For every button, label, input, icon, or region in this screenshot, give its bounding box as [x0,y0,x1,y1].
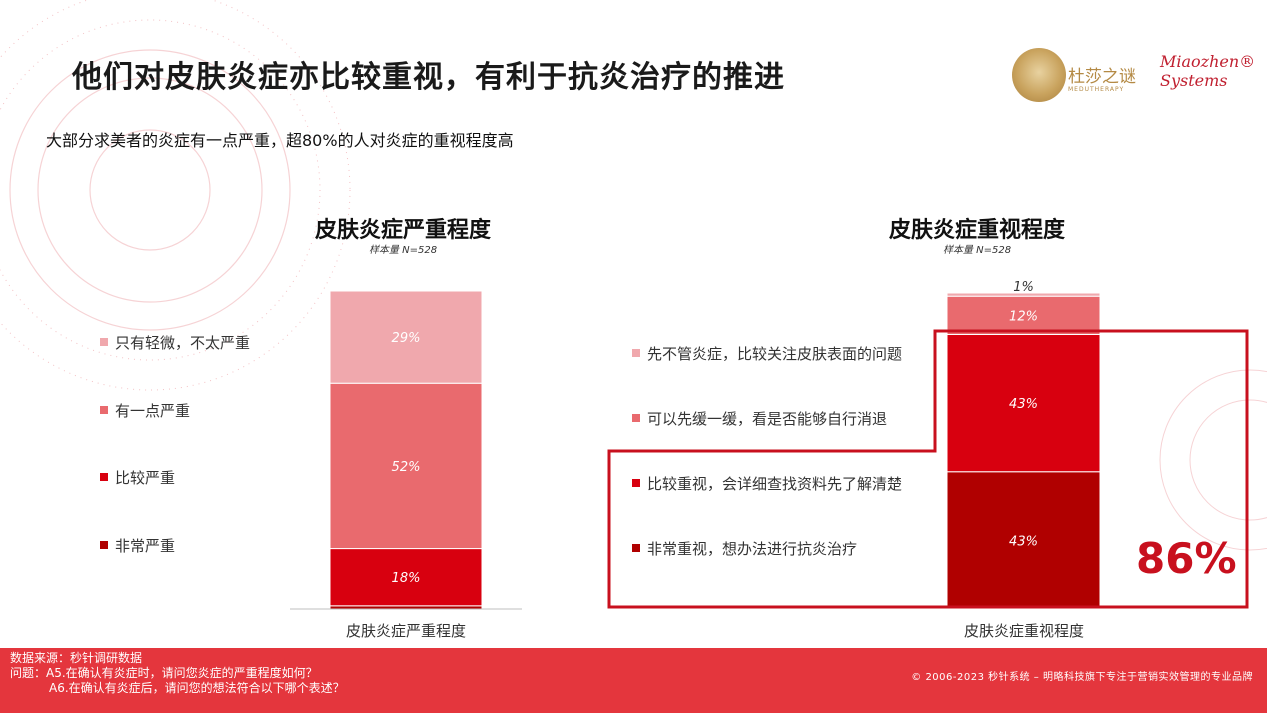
legend-swatch [632,544,640,552]
logo-en-line2: Systems [1160,71,1228,90]
footer-source: 数据来源：秒针调研数据 问题：A5.在确认有炎症时，请问您炎症的严重程度如何？ … [10,651,345,696]
chart2-title: 皮肤炎症重视程度 [888,218,1065,243]
chart1-bar-segment-3 [329,290,483,384]
legend-item-treat: 非常重视，想办法进行抗炎治疗 [632,538,857,559]
chart2-bar-segment-1 [946,333,1101,473]
chart2-data-label-2: 12% [1009,309,1038,324]
legend-item-very: 非常严重 [100,535,175,556]
chart2-data-label-0: 43% [1009,534,1038,549]
legend-swatch [100,338,108,346]
legend-swatch [100,473,108,481]
page-subtitle: 大部分求美者的炎症有一点严重，超80%的人对炎症的重视程度高 [46,131,514,150]
legend-swatch [100,541,108,549]
chart2-bar-segment-3 [946,292,1101,297]
meduthreapy-logo-icon [1012,48,1066,102]
highlight-percentage: 86% [1136,534,1237,583]
footer-bar: 数据来源：秒针调研数据 问题：A5.在确认有炎症时，请问您炎症的严重程度如何？ … [0,648,1267,713]
legend-item-somewhat: 有一点严重 [100,400,190,421]
legend-swatch [632,479,640,487]
page-title: 他们对皮肤炎症亦比较重视，有利于抗炎治疗的推进 [72,60,785,95]
chart2-data-label-3: 1% [1013,280,1034,295]
legend-item-ignore: 先不管炎症，比较关注皮肤表面的问题 [632,343,902,364]
legend-item-wait: 可以先缓一缓，看是否能够自行消退 [632,408,887,429]
legend-swatch [632,349,640,357]
chart1-bar-segment-2 [329,382,483,550]
chart1-data-label-2: 52% [392,460,421,475]
logo-sub-text: MEDUTHERAPY [1068,86,1125,93]
chart2-x-category: 皮肤炎症重视程度 [963,622,1084,640]
chart1-bar-segment-1 [329,548,483,607]
logo-en-line1: Miaozhen® [1160,52,1256,71]
legend-item-mild: 只有轻微，不太严重 [100,332,250,353]
chart1-data-label-0: 1% [396,595,417,610]
legend-item-fairly: 比较严重 [100,467,175,488]
chart2-data-label-1: 43% [1009,397,1038,412]
chart1-data-label-1: 18% [392,571,421,586]
chart1-x-category: 皮肤炎症严重程度 [345,622,466,640]
source-text: 数据来源：秒针调研数据 [10,651,143,665]
legend-swatch [100,406,108,414]
miaozhen-logo: Miaozhen® Systems [1160,52,1256,90]
legend-swatch [632,414,640,422]
chart1-data-label-3: 29% [392,331,421,346]
brand-logos: 杜莎之谜 MEDUTHERAPY Miaozhen® Systems [1012,48,1256,104]
question1-text: 问题：A5.在确认有炎症时，请问您炎症的严重程度如何？ [10,666,318,680]
chart1-sample: 样本量 N=528 [368,245,438,256]
chart2-sample: 样本量 N=528 [942,245,1012,256]
chart2-bar-segment-0 [946,471,1101,610]
logo-cn-text: 杜莎之谜 [1068,67,1136,87]
legend-item-research: 比较重视，会详细查找资料先了解清楚 [632,473,902,494]
question2-text: A6.在确认有炎症后，请问您的想法符合以下哪个表述？ [49,681,345,695]
chart2-bar-segment-2 [946,295,1101,335]
chart1-title: 皮肤炎症严重程度 [314,218,491,243]
chart1-bar-segment-0 [329,605,483,610]
footer-copyright: © 2006-2023 秒针系统 – 明略科技旗下专注于营销实效管理的专业品牌 [911,672,1253,683]
